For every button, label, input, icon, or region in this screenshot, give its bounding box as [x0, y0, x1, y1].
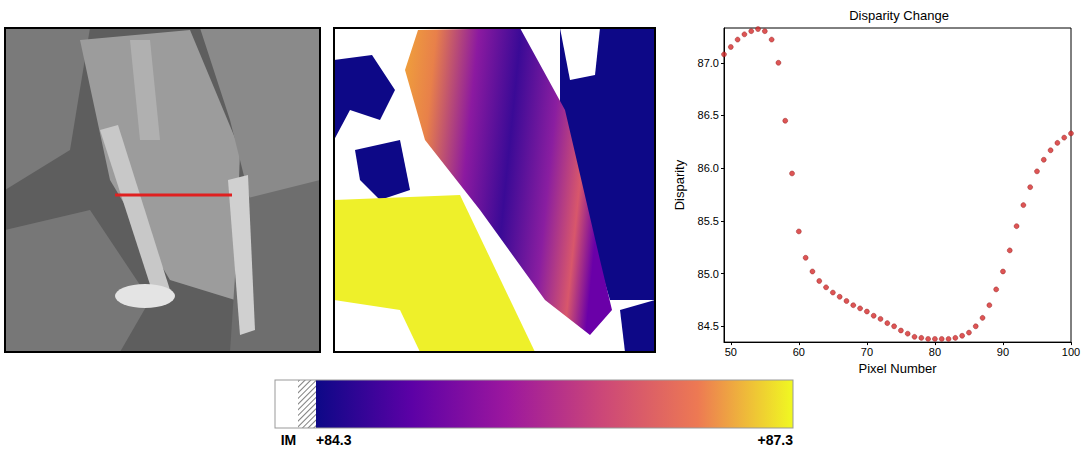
svg-text:80: 80	[929, 346, 941, 358]
svg-text:87.0: 87.0	[698, 57, 719, 69]
svg-text:Pixel Number: Pixel Number	[858, 361, 937, 376]
svg-text:100: 100	[1062, 346, 1080, 358]
svg-text:70: 70	[861, 346, 873, 358]
svg-text:84.5: 84.5	[698, 320, 719, 332]
svg-text:+84.3: +84.3	[316, 432, 352, 448]
svg-text:+87.3: +87.3	[758, 432, 794, 448]
svg-text:IM: IM	[281, 432, 297, 448]
svg-text:Disparity: Disparity	[672, 159, 687, 210]
svg-text:60: 60	[793, 346, 805, 358]
svg-text:90: 90	[997, 346, 1009, 358]
svg-text:Disparity Change: Disparity Change	[849, 8, 949, 23]
svg-text:86.0: 86.0	[698, 162, 719, 174]
svg-text:86.5: 86.5	[698, 109, 719, 121]
svg-text:85.5: 85.5	[698, 215, 719, 227]
svg-text:85.0: 85.0	[698, 268, 719, 280]
svg-text:50: 50	[725, 346, 737, 358]
